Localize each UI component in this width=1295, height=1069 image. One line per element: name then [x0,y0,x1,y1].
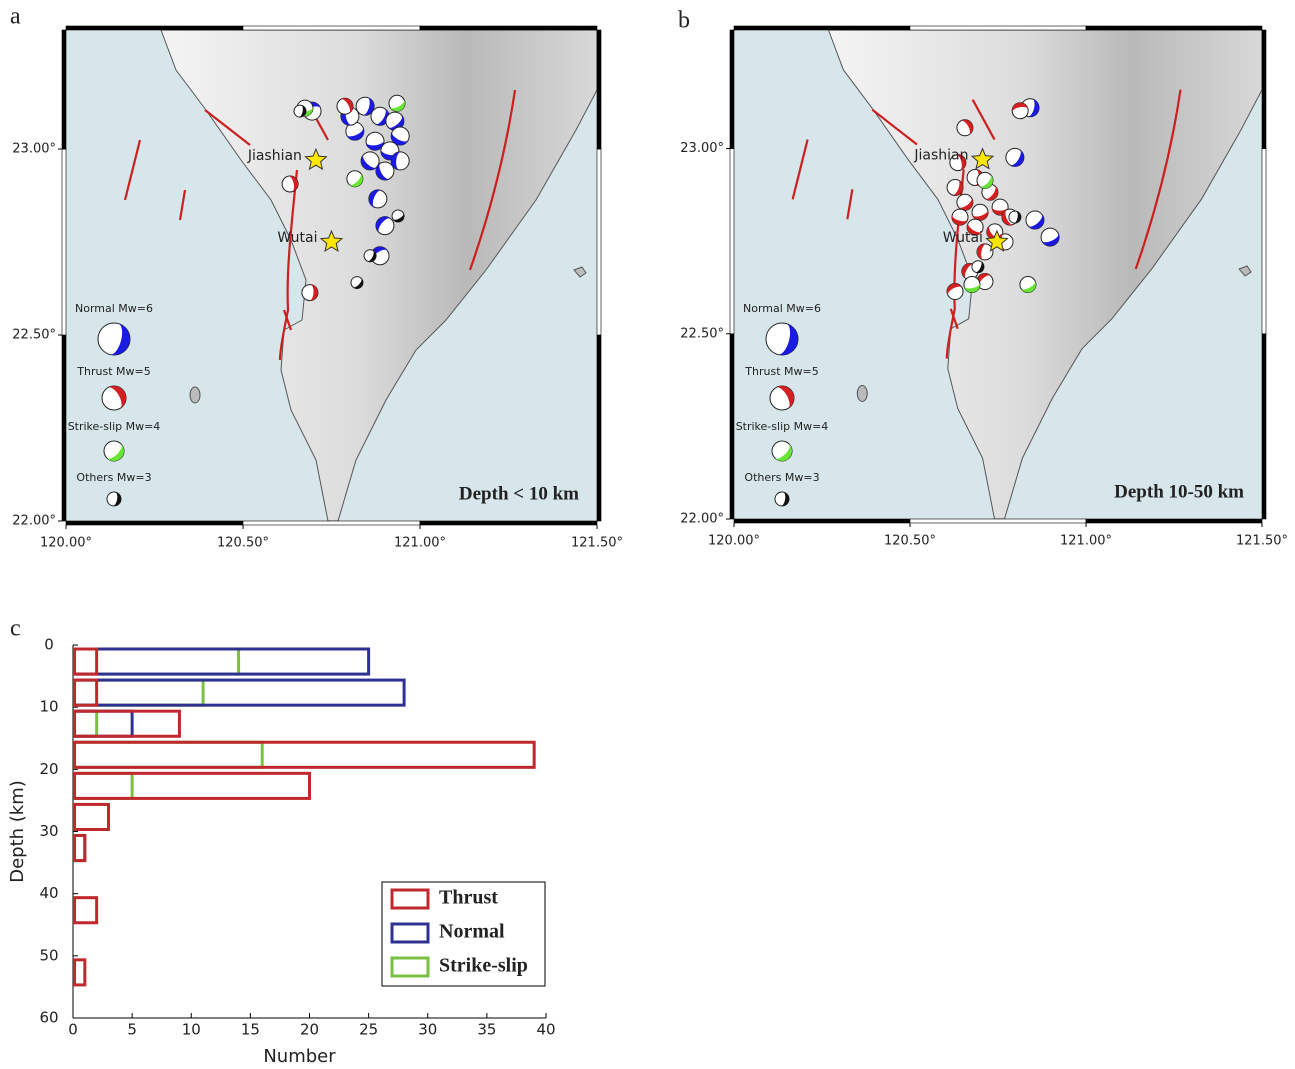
depth-annotation: Depth < 10 km [459,483,579,504]
x-tick-label: 121.00° [394,536,446,551]
map-base-b [734,30,1262,519]
y-tick-label: 30 [39,822,58,840]
x-tick-label: 121.50° [571,536,623,551]
histogram-bar [75,898,97,923]
y-tick-label: 22.00° [680,512,724,527]
map-frame [62,335,66,521]
histogram-bar [75,649,369,674]
map-frame [66,521,243,525]
histogram-bar [75,742,535,767]
map-frame [597,30,601,149]
legend-label: Normal Mw=6 [75,302,153,315]
x-tick-label: 10 [182,1021,201,1039]
legend-label: Normal [439,921,505,943]
y-tick-label: 22.50° [12,328,56,343]
map-frame [597,335,601,521]
x-tick-label: 120.50° [217,536,269,551]
x-tick-label: 121.00° [1060,534,1112,549]
map-frame [597,149,601,335]
y-tick-label: 10 [39,698,58,716]
histogram-bar [75,711,133,736]
legend-label: Thrust Mw=5 [744,365,818,378]
legend-label: Strike-slip Mw=4 [68,420,161,433]
star-label: Wutai [277,230,317,246]
histogram-bar [75,649,239,674]
legend-label: Thrust Mw=5 [76,365,150,378]
figure: a 120.00° 120.50° 121.00° 121.50° 22.00° 22.50… [0,0,1295,1069]
x-tick-label: 121.50° [1236,534,1288,549]
map-base-a [66,30,597,521]
map-frame [730,149,734,334]
focal-mechanism [301,284,318,301]
legend-label: Thrust [439,887,498,909]
x-tick-label: 20 [300,1021,319,1039]
map-frame [734,26,910,30]
y-tick-label: 23.00° [680,141,724,156]
map-frame [730,30,734,149]
map-frame [1086,26,1262,30]
x-tick-label: 120.00° [40,536,92,551]
panel-label: b [678,8,690,34]
map-frame [66,26,243,30]
y-tick-label: 0 [44,636,54,654]
legend-label: Others Mw=3 [744,471,819,484]
legend-label: Strike-slip [439,955,528,977]
legend-label: Normal Mw=6 [743,302,821,315]
star-label: Jiashian [913,148,968,164]
y-axis-label: Depth (km) [7,780,28,883]
y-tick-label: 22.00° [12,514,56,529]
map-frame [910,26,1086,30]
map-frame [1262,149,1266,334]
histogram-bar [75,680,97,705]
x-tick-label: 0 [68,1021,78,1039]
map-frame [910,519,1086,523]
histogram-bar [75,804,109,829]
panel-label: c [10,616,21,642]
star-label: Wutai [943,230,983,246]
x-tick-label: 35 [477,1021,496,1039]
y-tick-label: 50 [39,946,58,964]
histogram-bar [75,711,180,736]
x-tick-label: 120.50° [884,534,936,549]
histogram-bar [75,836,85,861]
x-tick-label: 25 [359,1021,378,1039]
x-tick-label: 30 [418,1021,437,1039]
x-tick-label: 40 [536,1021,555,1039]
y-tick-label: 60 [39,1009,58,1027]
map-frame [1086,519,1262,523]
histogram-bar [75,742,263,767]
histogram-bar [75,773,133,798]
y-tick-label: 22.50° [680,326,724,341]
star-label: Jiashian [247,148,302,164]
map-frame [734,519,910,523]
map-frame [1262,334,1266,519]
histogram-bar [75,836,85,861]
map-frame [62,30,66,149]
map-frame [62,149,66,335]
map-frame [243,26,420,30]
x-axis-label: Number [263,1046,336,1067]
x-tick-label: 15 [241,1021,260,1039]
map-frame [420,26,597,30]
x-tick-label: 120.00° [708,534,760,549]
histogram-bar [75,711,97,736]
panel-label: a [10,4,21,30]
histogram-bar [75,773,310,798]
histogram-bar [75,680,204,705]
y-tick-label: 20 [39,760,58,778]
y-tick-label: 23.00° [12,142,56,157]
histogram-bar [75,960,85,985]
page: a 120.00° 120.50° 121.00° 121.50° 22.00° 22.50… [0,0,1295,1069]
map-frame [420,521,597,525]
x-tick-label: 5 [127,1021,137,1039]
depth-annotation: Depth 10-50 km [1114,481,1244,502]
map-frame [243,521,420,525]
legend-label: Others Mw=3 [76,471,151,484]
map-frame [730,334,734,519]
histogram-bar [75,649,97,674]
map-frame [1262,30,1266,149]
histogram-bar [75,680,405,705]
legend-label: Strike-slip Mw=4 [736,420,829,433]
y-tick-label: 40 [39,884,58,902]
